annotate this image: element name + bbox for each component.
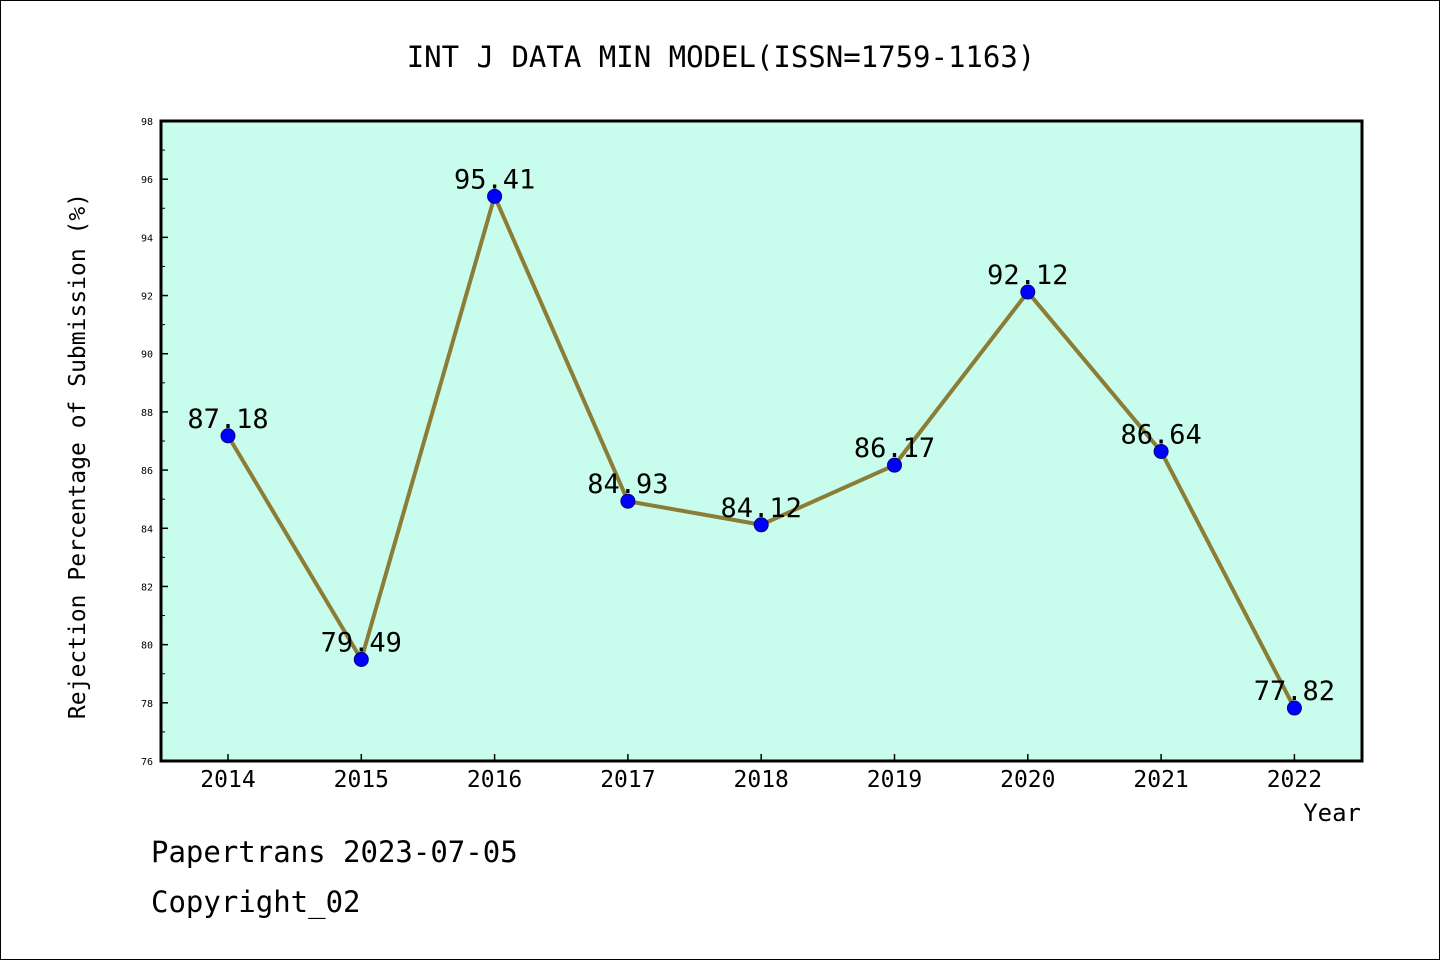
- y-tick-label: 88: [141, 408, 153, 419]
- data-label: 84.12: [721, 493, 802, 524]
- data-point: [620, 493, 636, 509]
- footer-copyright-text: Copyright_02: [151, 885, 361, 919]
- y-axis: 76 78 80 82 84 86 88 90 92 94 96 98: [141, 117, 168, 768]
- data-point: [1020, 284, 1036, 300]
- data-label: 92.12: [987, 260, 1068, 291]
- data-point: [487, 188, 503, 204]
- footer-date-text: Papertrans 2023-07-05: [151, 835, 518, 869]
- data-point: [1153, 443, 1169, 459]
- data-label: 87.18: [187, 404, 268, 435]
- data-point: [753, 517, 769, 533]
- data-point: [1286, 700, 1302, 716]
- y-tick-label: 76: [141, 757, 153, 768]
- y-tick-label: 98: [141, 117, 153, 128]
- y-tick-label: 96: [141, 175, 153, 186]
- data-point: [353, 651, 369, 667]
- data-label: 86.64: [1120, 419, 1201, 450]
- x-axis-label: Year: [1303, 799, 1361, 827]
- y-tick-label: 86: [141, 466, 153, 477]
- y-tick-label: 78: [141, 699, 153, 710]
- data-series: [220, 188, 1302, 716]
- y-tick-label: 84: [141, 524, 153, 535]
- x-tick-label: 2021: [1133, 767, 1188, 793]
- y-tick-label: 80: [141, 641, 153, 652]
- y-tick-label: 92: [141, 292, 153, 303]
- data-label: 77.82: [1254, 676, 1335, 707]
- data-point: [887, 457, 902, 473]
- x-tick-label: 2016: [467, 767, 522, 793]
- data-point: [220, 428, 236, 444]
- x-tick-label: 2018: [734, 767, 789, 793]
- y-tick-label: 90: [141, 350, 153, 361]
- x-tick-label: 2020: [1000, 767, 1055, 793]
- data-labels: 87.18 79.49 95.41 84.93 84.12 86.17 92.12 86.64…: [187, 164, 1335, 707]
- x-tick-label: 2017: [600, 767, 655, 793]
- x-axis: 2014 2015 2016 2017 2018 2019 2020 2021 2022: [200, 754, 1322, 793]
- data-label: 95.41: [454, 164, 535, 195]
- data-label: 86.17: [854, 433, 935, 464]
- chart-title: INT J DATA MIN MODEL(ISSN=1759-1163): [407, 40, 1036, 74]
- data-label: 84.93: [587, 469, 668, 500]
- x-tick-label: 2019: [867, 767, 922, 793]
- y-tick-label: 94: [141, 233, 153, 244]
- x-tick-label: 2014: [200, 767, 255, 793]
- y-tick-label: 82: [141, 582, 153, 593]
- x-tick-label: 2022: [1267, 767, 1322, 793]
- y-axis-label: Rejection Percentage of Submission (%): [65, 193, 91, 719]
- x-tick-label: 2015: [334, 767, 389, 793]
- data-label: 79.49: [321, 627, 402, 658]
